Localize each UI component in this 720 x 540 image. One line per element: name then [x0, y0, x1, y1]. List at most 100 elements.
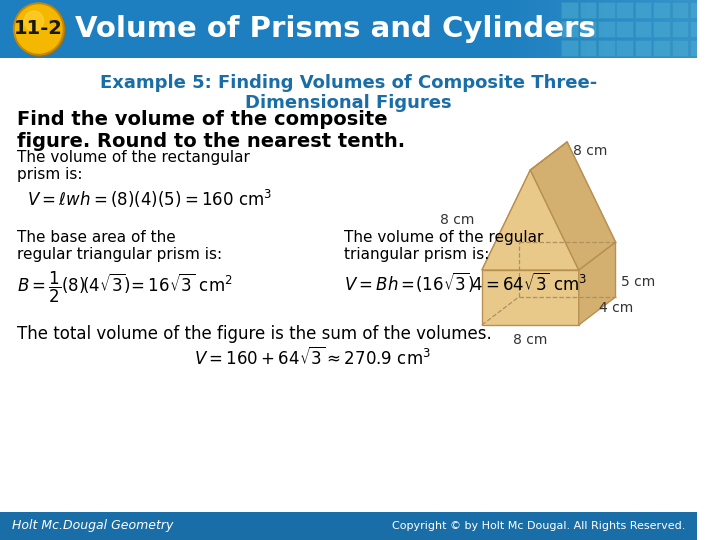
Bar	[687, 0, 688, 58]
Bar	[685, 0, 686, 58]
Bar	[541, 0, 542, 58]
Bar	[632, 0, 633, 58]
Bar	[588, 0, 590, 58]
Bar	[693, 0, 694, 58]
Bar	[0, 512, 697, 540]
Bar	[661, 0, 662, 58]
Bar	[562, 21, 577, 37]
Bar	[514, 0, 515, 58]
Bar	[639, 0, 641, 58]
Bar	[688, 0, 689, 58]
Bar	[657, 0, 658, 58]
Bar	[598, 21, 615, 37]
Bar	[0, 0, 697, 58]
Text: $V = Bh = \!\left(16\sqrt{3}\right)\!4 = 64\sqrt{3}\ \mathrm{cm}^3$: $V = Bh = \!\left(16\sqrt{3}\right)\!4 =…	[343, 270, 587, 294]
Bar	[635, 0, 636, 58]
Bar	[660, 0, 661, 58]
Text: 8 cm: 8 cm	[440, 213, 474, 227]
Bar	[690, 21, 706, 37]
Bar	[602, 0, 603, 58]
Bar	[570, 0, 571, 58]
Bar	[607, 0, 608, 58]
Bar	[663, 0, 664, 58]
Text: The total volume of the figure is the sum of the volumes.: The total volume of the figure is the su…	[17, 325, 492, 343]
Bar	[621, 0, 622, 58]
Bar	[696, 0, 697, 58]
Bar	[562, 40, 577, 56]
Bar	[655, 0, 656, 58]
Bar	[690, 2, 706, 18]
Bar	[579, 0, 580, 58]
Bar	[590, 0, 591, 58]
Bar	[556, 0, 557, 58]
Bar	[666, 0, 667, 58]
Bar	[653, 2, 670, 18]
Bar	[544, 0, 545, 58]
Text: regular triangular prism is:: regular triangular prism is:	[17, 247, 222, 262]
Polygon shape	[579, 242, 616, 325]
Bar	[669, 0, 670, 58]
Text: Dimensional Figures: Dimensional Figures	[245, 94, 451, 112]
Bar	[560, 0, 562, 58]
Bar	[535, 0, 536, 58]
Bar	[598, 0, 599, 58]
Bar	[627, 0, 628, 58]
Bar	[604, 0, 605, 58]
Bar	[649, 0, 650, 58]
Bar	[662, 0, 663, 58]
Bar	[577, 0, 579, 58]
Text: The volume of the rectangular: The volume of the rectangular	[17, 150, 251, 165]
Bar	[591, 0, 593, 58]
Bar	[596, 0, 597, 58]
Bar	[510, 0, 511, 58]
Bar	[575, 0, 576, 58]
Text: Find the volume of the composite: Find the volume of the composite	[17, 110, 388, 129]
Bar	[686, 0, 687, 58]
Bar	[664, 0, 665, 58]
Bar	[540, 0, 541, 58]
Bar	[672, 2, 688, 18]
Polygon shape	[482, 170, 579, 270]
Text: Copyright © by Holt Mc Dougal. All Rights Reserved.: Copyright © by Holt Mc Dougal. All Right…	[392, 521, 685, 531]
Bar	[538, 0, 539, 58]
Text: $V = \ell wh = (8)(4)(5) = 160\ \mathrm{cm}^3$: $V = \ell wh = (8)(4)(5) = 160\ \mathrm{…	[27, 188, 272, 210]
Bar	[552, 0, 553, 58]
Bar	[543, 0, 544, 58]
Bar	[516, 0, 517, 58]
Bar	[606, 0, 607, 58]
Text: Example 5: Finding Volumes of Composite Three-: Example 5: Finding Volumes of Composite …	[100, 74, 597, 92]
Bar	[509, 0, 510, 58]
Bar	[646, 0, 647, 58]
Bar	[528, 0, 529, 58]
Bar	[511, 0, 512, 58]
Bar	[677, 0, 678, 58]
Bar	[598, 40, 615, 56]
Bar	[652, 0, 653, 58]
Bar	[574, 0, 575, 58]
Polygon shape	[482, 270, 579, 325]
Text: 8 cm: 8 cm	[573, 144, 607, 158]
Bar	[615, 0, 616, 58]
Bar	[694, 0, 695, 58]
Bar	[569, 0, 570, 58]
Bar	[571, 0, 572, 58]
Bar	[653, 40, 670, 56]
Text: Volume of Prisms and Cylinders: Volume of Prisms and Cylinders	[76, 15, 596, 43]
Bar	[681, 0, 683, 58]
Bar	[690, 40, 706, 56]
Bar	[643, 0, 644, 58]
Bar	[567, 0, 568, 58]
Bar	[573, 0, 574, 58]
Text: 5 cm: 5 cm	[621, 274, 656, 288]
Bar	[674, 0, 675, 58]
Bar	[562, 2, 577, 18]
Bar	[628, 0, 629, 58]
Bar	[610, 0, 611, 58]
Text: The base area of the: The base area of the	[17, 230, 176, 245]
Bar	[568, 0, 569, 58]
Bar	[658, 0, 659, 58]
Bar	[512, 0, 513, 58]
Bar	[672, 0, 674, 58]
Bar	[507, 0, 508, 58]
Bar	[608, 0, 610, 58]
